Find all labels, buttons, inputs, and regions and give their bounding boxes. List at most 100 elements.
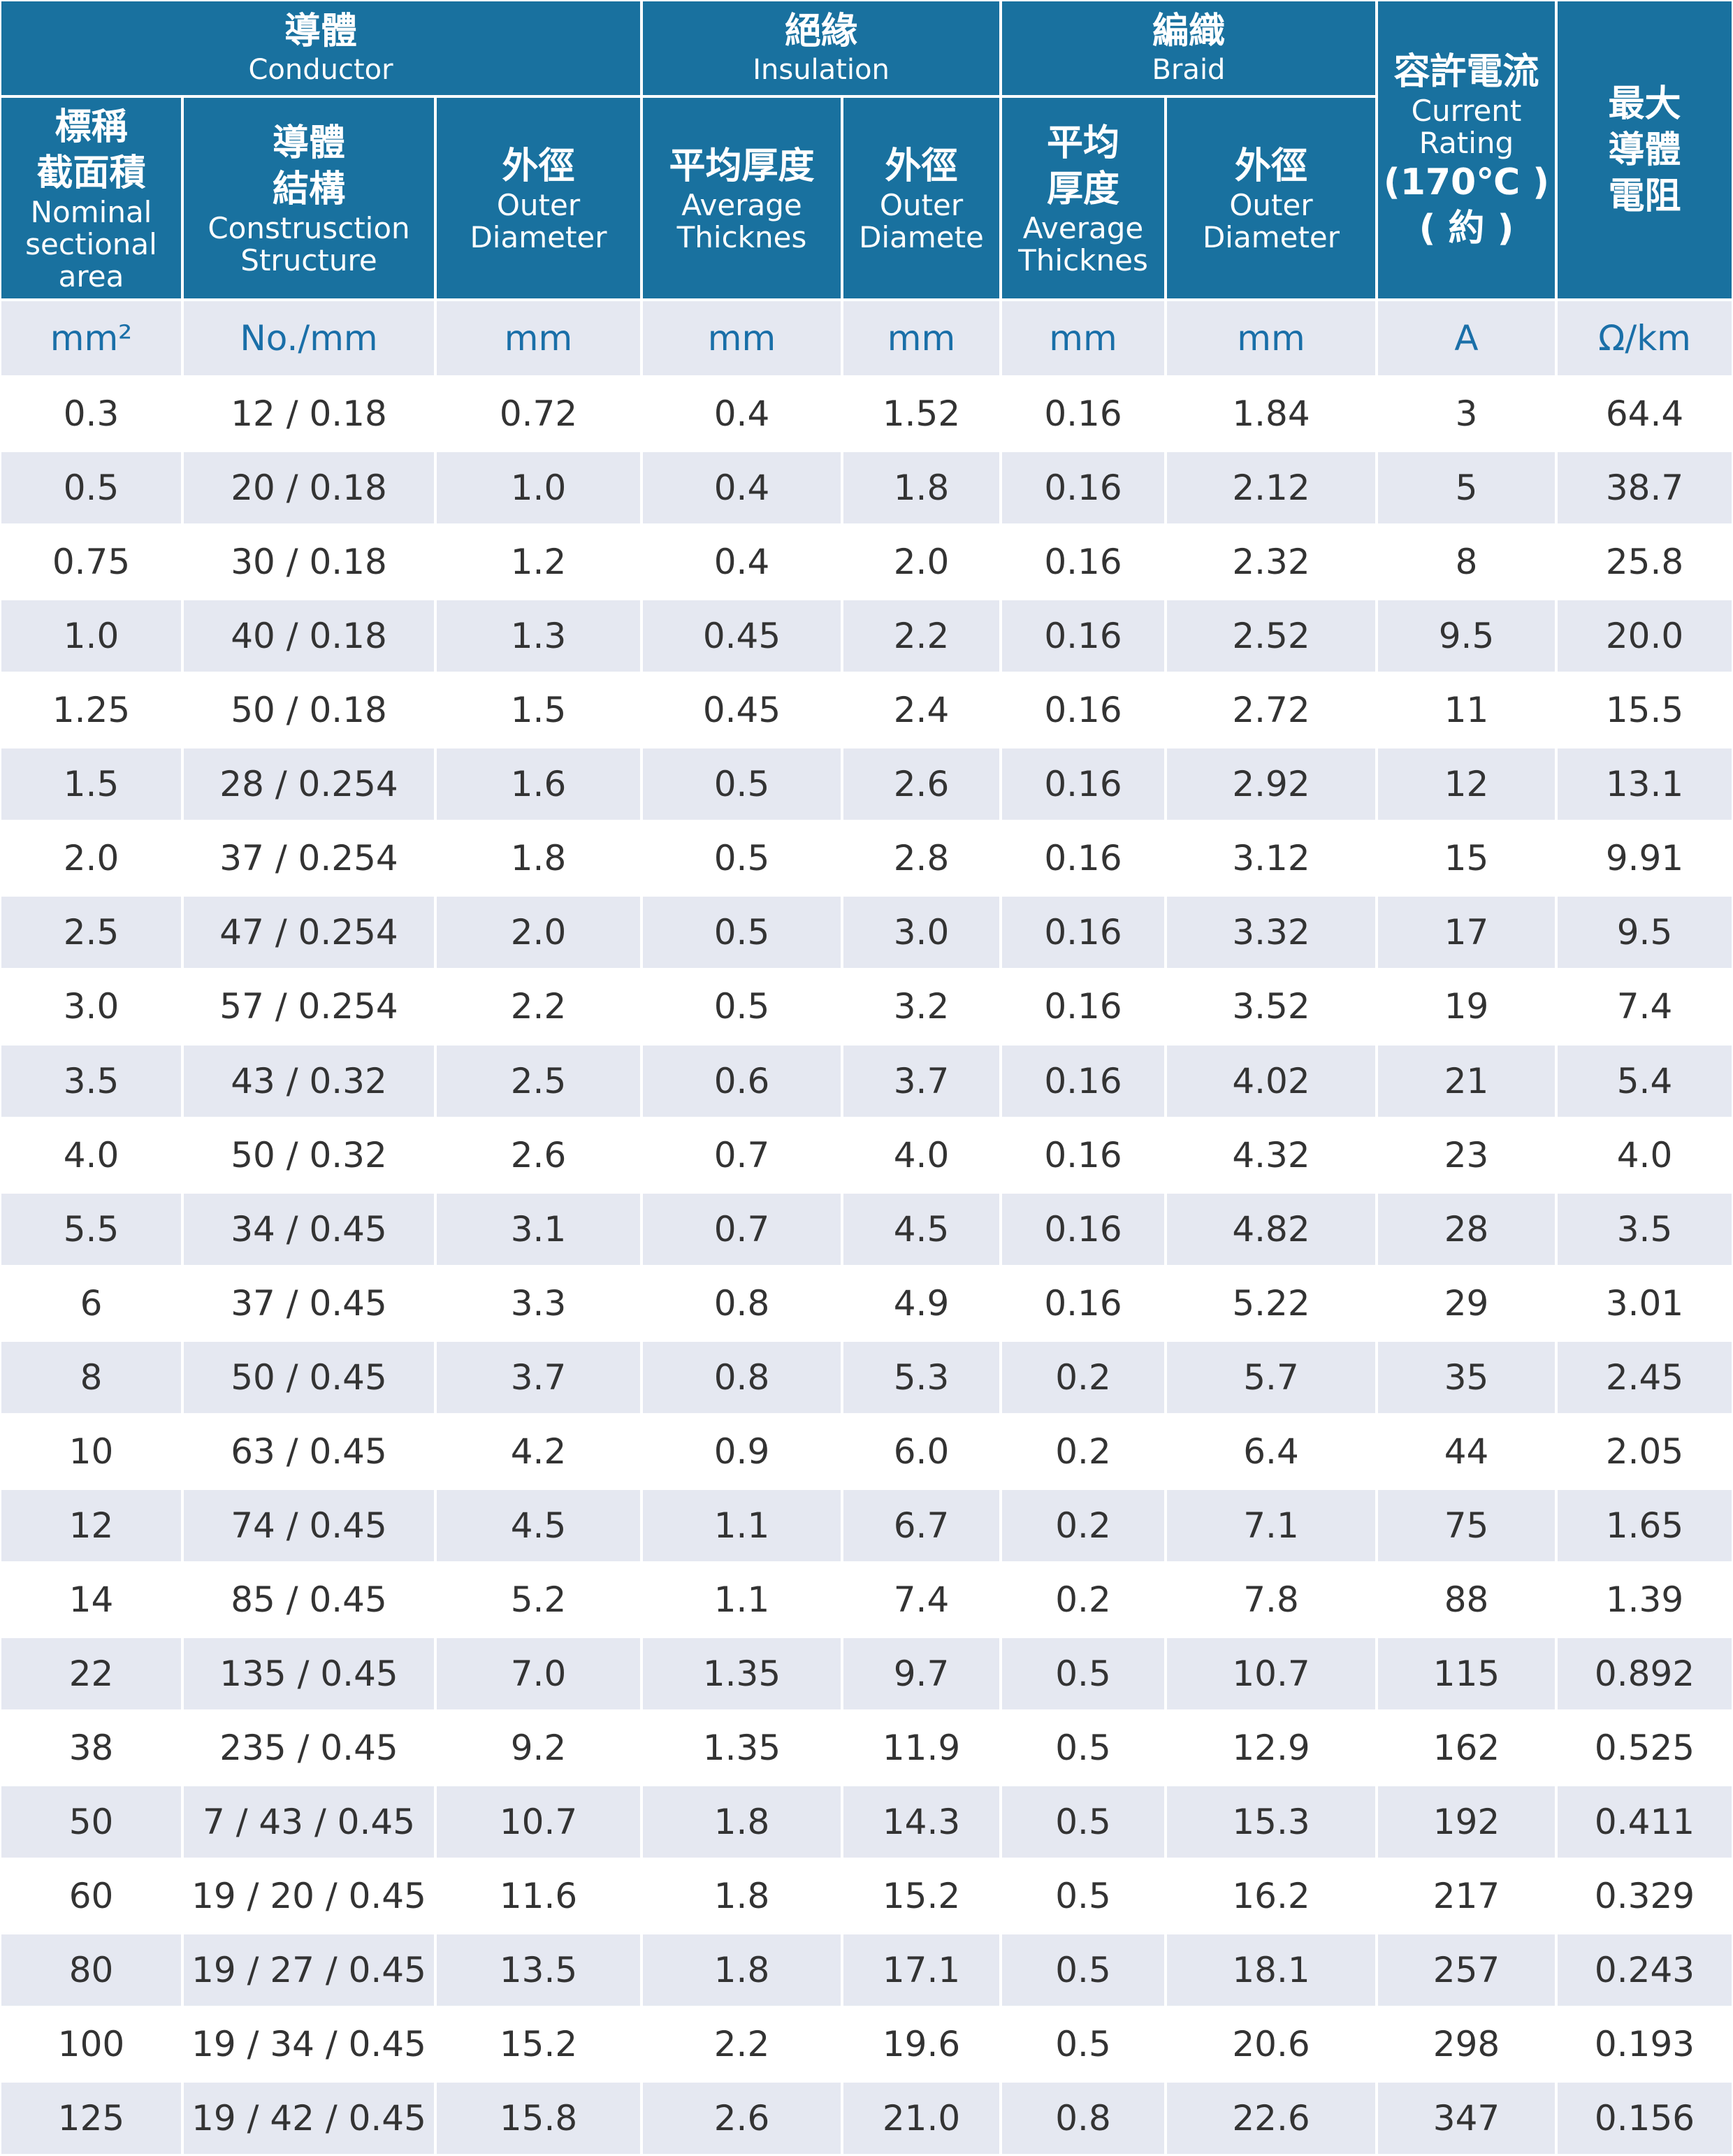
data-cell: 2.6 [843,748,999,820]
data-cell: 21.0 [843,2083,999,2155]
data-cell: 0.45 [643,600,841,672]
data-cell: 80 [1,1934,181,2006]
data-cell: 63 / 0.45 [184,1415,434,1487]
data-cell: 0.8 [1002,2083,1164,2155]
data-cell: 12 / 0.18 [184,378,434,450]
data-cell: 11.6 [437,1860,640,1932]
column-header-en: Structure [240,243,377,277]
column-header-zh: 電阻 [1608,175,1681,217]
data-cell: 5.22 [1167,1267,1375,1339]
data-cell: 19 [1378,971,1555,1043]
data-cell: 13.1 [1558,748,1732,820]
column-header-zh: 容許電流 [1393,50,1539,93]
unit-cell: mm [843,301,999,375]
column-header-zh: 厚度 [1046,168,1119,210]
data-cell: 11 [1378,674,1555,746]
data-cell: 11.9 [843,1712,999,1784]
data-cell: 4.82 [1167,1193,1375,1265]
data-cell: 22 [1,1638,181,1710]
data-cell: 0.7 [643,1193,841,1265]
data-cell: 0.892 [1558,1638,1732,1710]
data-cell: 18.1 [1167,1934,1375,2006]
data-cell: 5.2 [437,1563,640,1635]
group-header-en: Insulation [753,54,890,86]
column-header-zh: 平均厚度 [669,145,815,187]
data-cell: 5.3 [843,1341,999,1413]
data-cell: 0.9 [643,1415,841,1487]
column-header-zh: 平均 [1046,122,1119,164]
data-cell: 4.02 [1167,1045,1375,1117]
data-cell: 22.6 [1167,2083,1375,2155]
data-cell: 0.7 [643,1119,841,1191]
column-header-en: Average [1022,210,1144,245]
data-cell: 4.5 [437,1489,640,1561]
data-cell: 1.25 [1,674,181,746]
data-cell: 38.7 [1558,452,1732,524]
column-header: 容許電流 Current Rating (170℃ )( 約 ) [1378,1,1555,298]
column-header-en: Diamete [859,219,984,254]
data-cell: 1.5 [437,674,640,746]
data-cell: 7.4 [1558,971,1732,1043]
data-cell: 25.8 [1558,526,1732,598]
data-cell: 1.8 [643,1934,841,2006]
data-cell: 162 [1378,1712,1555,1784]
data-cell: 0.5 [1,452,181,524]
data-cell: 2.92 [1167,748,1375,820]
data-cell: 47 / 0.254 [184,897,434,969]
data-cell: 2.4 [843,674,999,746]
data-cell: 2.8 [843,823,999,895]
column-header-en: Thicknes [1018,243,1148,277]
data-cell: 2.0 [843,526,999,598]
data-cell: 9.91 [1558,823,1732,895]
data-cell: 5.5 [1,1193,181,1265]
column-header-en: Construsction [208,210,410,245]
unit-cell: mm [643,301,841,375]
data-cell: 7.1 [1167,1489,1375,1561]
data-cell: 0.2 [1002,1563,1164,1635]
data-cell: 19 / 42 / 0.45 [184,2083,434,2155]
data-cell: 30 / 0.18 [184,526,434,598]
data-cell: 0.16 [1002,1267,1164,1339]
data-cell: 5.4 [1558,1045,1732,1117]
data-cell: 28 / 0.254 [184,748,434,820]
unit-cell: Ω/km [1558,301,1732,375]
data-cell: 3.7 [843,1045,999,1117]
data-cell: 3.3 [437,1267,640,1339]
data-cell: 2.0 [437,897,640,969]
data-cell: 0.16 [1002,897,1164,969]
data-cell: 7 / 43 / 0.45 [184,1786,434,1858]
data-cell: 1.5 [1,748,181,820]
data-cell: 17 [1378,897,1555,969]
data-cell: 1.8 [643,1786,841,1858]
data-cell: 4.0 [843,1119,999,1191]
data-cell: 3 [1378,378,1555,450]
data-cell: 0.16 [1002,1119,1164,1191]
data-cell: 0.243 [1558,1934,1732,2006]
data-cell: 1.8 [643,1860,841,1932]
data-cell: 0.5 [643,823,841,895]
data-cell: 7.4 [843,1563,999,1635]
data-cell: 0.8 [643,1341,841,1413]
data-cell: 4.0 [1,1119,181,1191]
column-header-zh: 外徑 [502,145,575,187]
data-cell: 4.9 [843,1267,999,1339]
data-cell: 15.8 [437,2083,640,2155]
data-cell: 0.156 [1558,2083,1732,2155]
data-cell: 43 / 0.32 [184,1045,434,1117]
data-cell: 17.1 [843,1934,999,2006]
data-cell: 20.0 [1558,600,1732,672]
data-cell: 0.329 [1558,1860,1732,1932]
data-cell: 8 [1378,526,1555,598]
data-cell: 4.32 [1167,1119,1375,1191]
data-cell: 7.8 [1167,1563,1375,1635]
data-cell: 29 [1378,1267,1555,1339]
column-header-zh: 導體 [272,122,345,164]
data-cell: 1.0 [1,600,181,672]
column-header-en: Thicknes [676,219,807,254]
data-cell: 0.5 [1002,1712,1164,1784]
data-cell: 57 / 0.254 [184,971,434,1043]
group-header-zh: 導體 [284,10,357,52]
data-cell: 44 [1378,1415,1555,1487]
data-cell: 0.16 [1002,378,1164,450]
